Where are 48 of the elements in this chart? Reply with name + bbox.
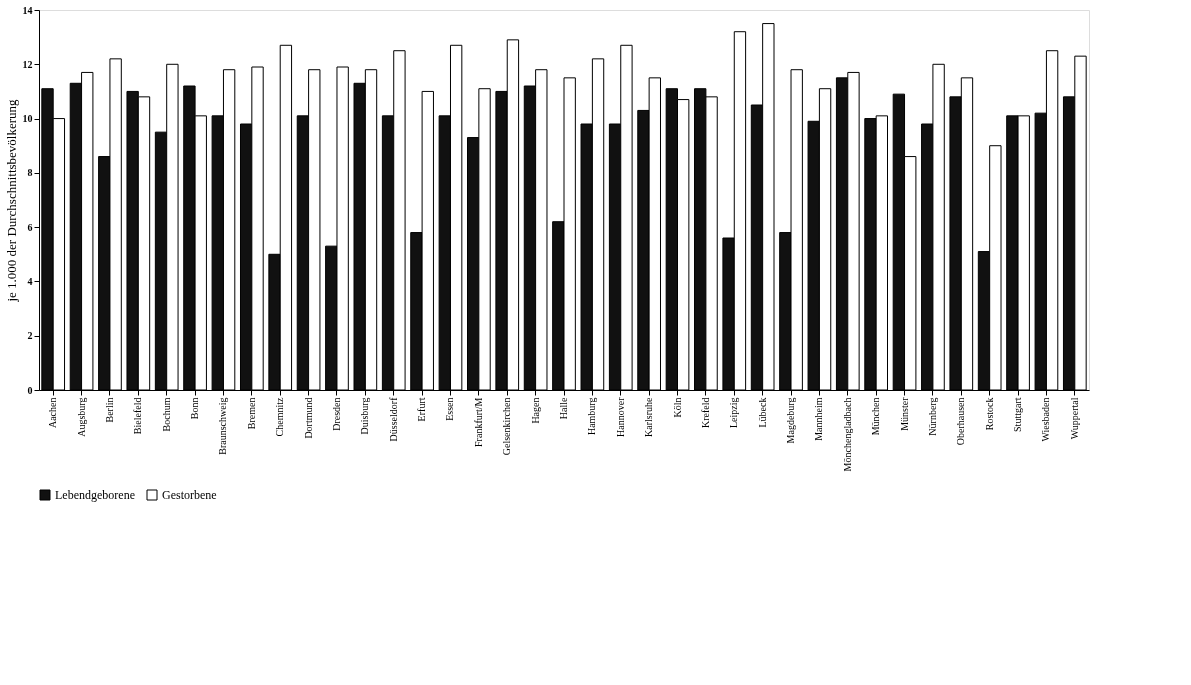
- x-tick-label: Essen: [444, 397, 456, 421]
- x-tick-label: Wuppertal: [1068, 397, 1080, 440]
- x-tick-label: Nürnberg: [926, 397, 938, 436]
- x-tick-label: Erfurt: [416, 397, 428, 422]
- y-tick-label: 2: [27, 330, 33, 342]
- x-tick-label: Dortmund: [302, 397, 314, 439]
- y-tick-label: 14: [22, 4, 33, 16]
- x-tick-label: Berlin: [103, 397, 115, 423]
- x-tick-label: Bremen: [245, 397, 257, 430]
- x-tick-label: Hamburg: [586, 397, 598, 436]
- x-tick-label: Krefeld: [699, 397, 711, 429]
- x-tick-label: Duisburg: [359, 397, 371, 435]
- y-tick-label: 4: [27, 275, 33, 287]
- legend-label: Lebendgeborene: [55, 488, 135, 502]
- x-tick-label: Wiesbaden: [1040, 397, 1052, 442]
- x-tick-label: Köln: [671, 397, 683, 418]
- x-tick-label: Oberhausen: [955, 397, 967, 446]
- x-tick-label: Leipzig: [728, 397, 740, 429]
- legend-label: Gestorbene: [162, 488, 217, 502]
- x-tick-label: Dresden: [330, 397, 342, 431]
- x-tick-label: Stuttgart: [1012, 397, 1024, 432]
- x-tick-label: Hannover: [614, 396, 626, 437]
- x-tick-label: Mönchengladbach: [841, 397, 853, 472]
- x-tick-label: Mannheim: [813, 397, 825, 441]
- x-tick-label: Braunschweig: [217, 397, 229, 455]
- y-tick-label: 8: [27, 167, 33, 179]
- x-tick-label: Gelsenkirchen: [501, 397, 513, 456]
- x-tick-label: Chemnitz: [274, 396, 286, 437]
- y-axis-title: je 1.000 der Durchschnittsbevölkerung: [3, 98, 19, 303]
- x-tick-label: Düsseldorf: [387, 396, 399, 442]
- x-tick-label: Aachen: [47, 397, 59, 429]
- x-tick-label: Magdeburg: [785, 397, 797, 444]
- x-tick-label: Lübeck: [756, 397, 768, 428]
- x-tick-label: Augsburg: [75, 397, 87, 437]
- x-tick-label: Karlsruhe: [643, 396, 655, 437]
- y-tick-label: 6: [27, 221, 33, 233]
- y-tick-label: 12: [22, 58, 33, 70]
- x-tick-label: Rostock: [983, 397, 995, 431]
- x-tick-label: Bonn: [189, 397, 201, 420]
- x-tick-label: Bielefeld: [132, 397, 144, 435]
- y-tick-label: 0: [27, 384, 33, 396]
- y-tick-label: 10: [22, 113, 33, 125]
- x-tick-label: München: [870, 397, 882, 436]
- x-tick-label: Halle: [558, 396, 569, 420]
- x-tick-label: Bochum: [160, 397, 172, 432]
- x-tick-label: Münster: [898, 396, 910, 431]
- x-tick-label: Hagen: [529, 397, 541, 424]
- x-tick-label: Frankfurt/M: [472, 397, 484, 447]
